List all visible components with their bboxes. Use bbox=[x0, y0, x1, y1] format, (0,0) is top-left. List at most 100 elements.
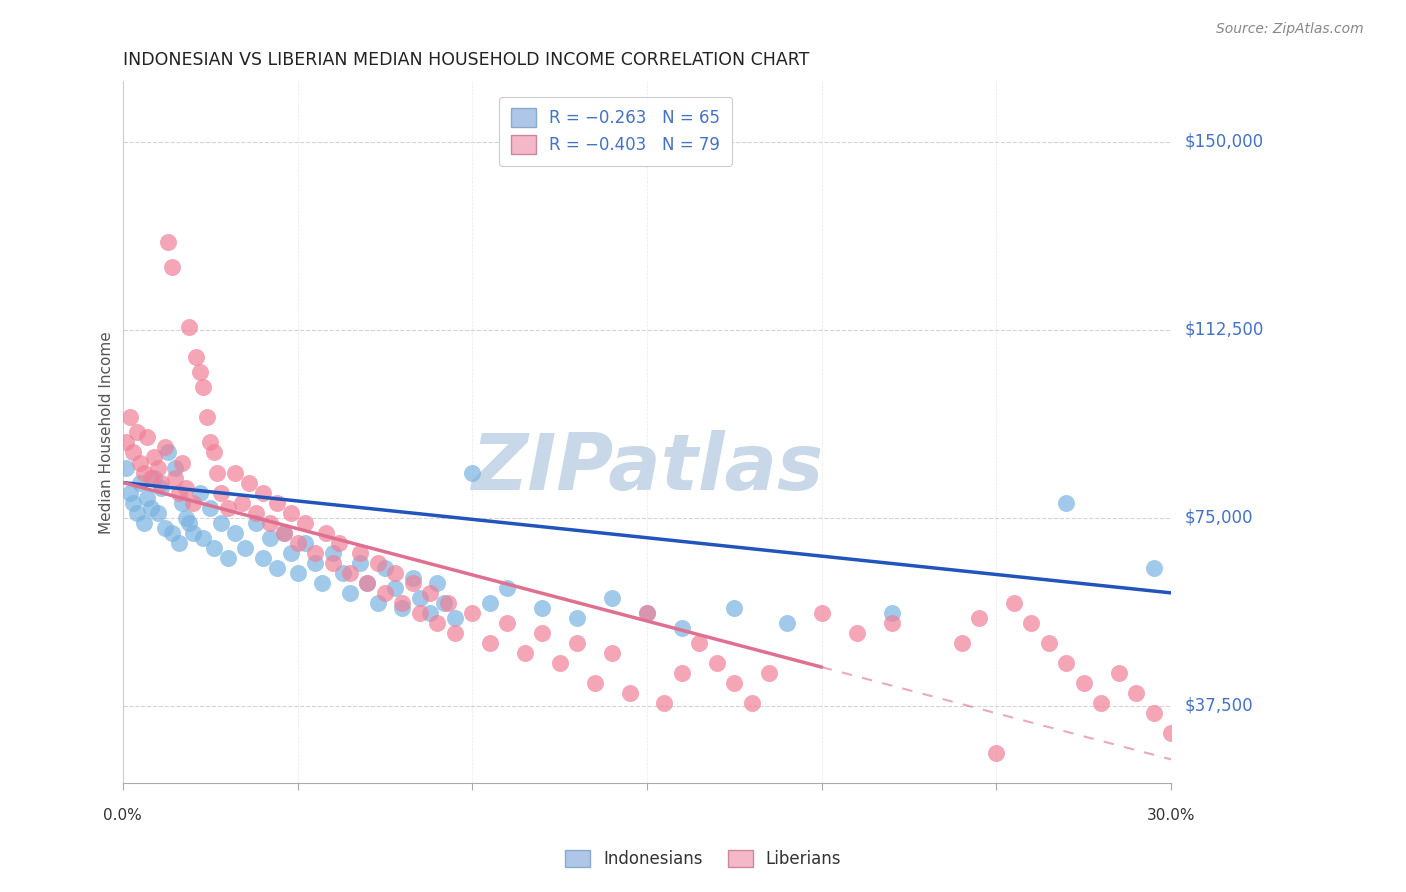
Point bbox=[1160, 726, 1182, 740]
Point bbox=[1090, 696, 1112, 710]
Point bbox=[636, 606, 658, 620]
Point bbox=[349, 556, 371, 570]
Point bbox=[198, 500, 221, 515]
Point bbox=[845, 626, 868, 640]
Text: $150,000: $150,000 bbox=[1185, 133, 1264, 151]
Point bbox=[565, 636, 588, 650]
Point bbox=[132, 516, 155, 530]
Point bbox=[294, 516, 316, 530]
Point bbox=[426, 575, 449, 590]
Point bbox=[238, 475, 260, 490]
Point bbox=[217, 500, 239, 515]
Point bbox=[654, 696, 676, 710]
Point bbox=[1002, 596, 1025, 610]
Point bbox=[193, 531, 215, 545]
Point bbox=[384, 581, 406, 595]
Point bbox=[146, 506, 169, 520]
Point bbox=[1021, 615, 1043, 630]
Point bbox=[1073, 676, 1095, 690]
Point bbox=[304, 556, 326, 570]
Text: $75,000: $75,000 bbox=[1185, 508, 1254, 526]
Point bbox=[437, 596, 460, 610]
Point bbox=[205, 466, 228, 480]
Point bbox=[202, 541, 225, 555]
Point bbox=[139, 470, 162, 484]
Point bbox=[565, 611, 588, 625]
Point bbox=[287, 535, 309, 549]
Point bbox=[723, 676, 745, 690]
Point bbox=[252, 550, 274, 565]
Point bbox=[1143, 561, 1166, 575]
Point bbox=[280, 546, 302, 560]
Point bbox=[179, 516, 201, 530]
Point bbox=[181, 525, 204, 540]
Point bbox=[193, 380, 215, 394]
Point bbox=[384, 566, 406, 580]
Point bbox=[266, 561, 288, 575]
Point bbox=[419, 606, 441, 620]
Point bbox=[315, 525, 337, 540]
Point bbox=[356, 575, 378, 590]
Point bbox=[217, 550, 239, 565]
Point bbox=[311, 575, 333, 590]
Point bbox=[531, 626, 554, 640]
Point bbox=[245, 506, 267, 520]
Point bbox=[136, 430, 159, 444]
Point bbox=[600, 591, 623, 605]
Point bbox=[1125, 686, 1147, 700]
Point bbox=[349, 546, 371, 560]
Point bbox=[1054, 495, 1077, 509]
Point bbox=[179, 320, 201, 334]
Point bbox=[758, 666, 780, 681]
Point bbox=[776, 615, 799, 630]
Point bbox=[402, 575, 425, 590]
Point bbox=[252, 485, 274, 500]
Point bbox=[202, 445, 225, 459]
Point bbox=[146, 460, 169, 475]
Point bbox=[115, 460, 138, 475]
Point bbox=[186, 350, 208, 364]
Point bbox=[332, 566, 354, 580]
Point bbox=[496, 581, 519, 595]
Point bbox=[224, 466, 246, 480]
Text: $112,500: $112,500 bbox=[1185, 320, 1264, 339]
Point bbox=[157, 235, 180, 249]
Point bbox=[741, 696, 763, 710]
Point bbox=[259, 531, 281, 545]
Point bbox=[129, 475, 152, 490]
Point bbox=[167, 535, 190, 549]
Point bbox=[426, 615, 449, 630]
Point bbox=[328, 535, 350, 549]
Point bbox=[150, 475, 173, 490]
Text: INDONESIAN VS LIBERIAN MEDIAN HOUSEHOLD INCOME CORRELATION CHART: INDONESIAN VS LIBERIAN MEDIAN HOUSEHOLD … bbox=[122, 51, 810, 69]
Point bbox=[374, 586, 396, 600]
Point bbox=[153, 521, 176, 535]
Point bbox=[132, 466, 155, 480]
Point bbox=[139, 500, 162, 515]
Point bbox=[115, 435, 138, 450]
Point bbox=[433, 596, 456, 610]
Point bbox=[1108, 666, 1130, 681]
Text: $37,500: $37,500 bbox=[1185, 697, 1254, 714]
Point bbox=[1054, 656, 1077, 670]
Point bbox=[374, 561, 396, 575]
Point bbox=[181, 495, 204, 509]
Point bbox=[321, 556, 343, 570]
Point bbox=[880, 615, 903, 630]
Point bbox=[198, 435, 221, 450]
Text: 30.0%: 30.0% bbox=[1147, 808, 1195, 823]
Point bbox=[280, 506, 302, 520]
Point bbox=[160, 525, 183, 540]
Point bbox=[157, 445, 180, 459]
Point bbox=[160, 260, 183, 274]
Point bbox=[304, 546, 326, 560]
Text: ZIPatlas: ZIPatlas bbox=[471, 430, 823, 506]
Point bbox=[143, 470, 166, 484]
Point bbox=[136, 491, 159, 505]
Point bbox=[174, 481, 197, 495]
Point bbox=[496, 615, 519, 630]
Point bbox=[950, 636, 973, 650]
Point bbox=[636, 606, 658, 620]
Point bbox=[259, 516, 281, 530]
Point bbox=[125, 506, 148, 520]
